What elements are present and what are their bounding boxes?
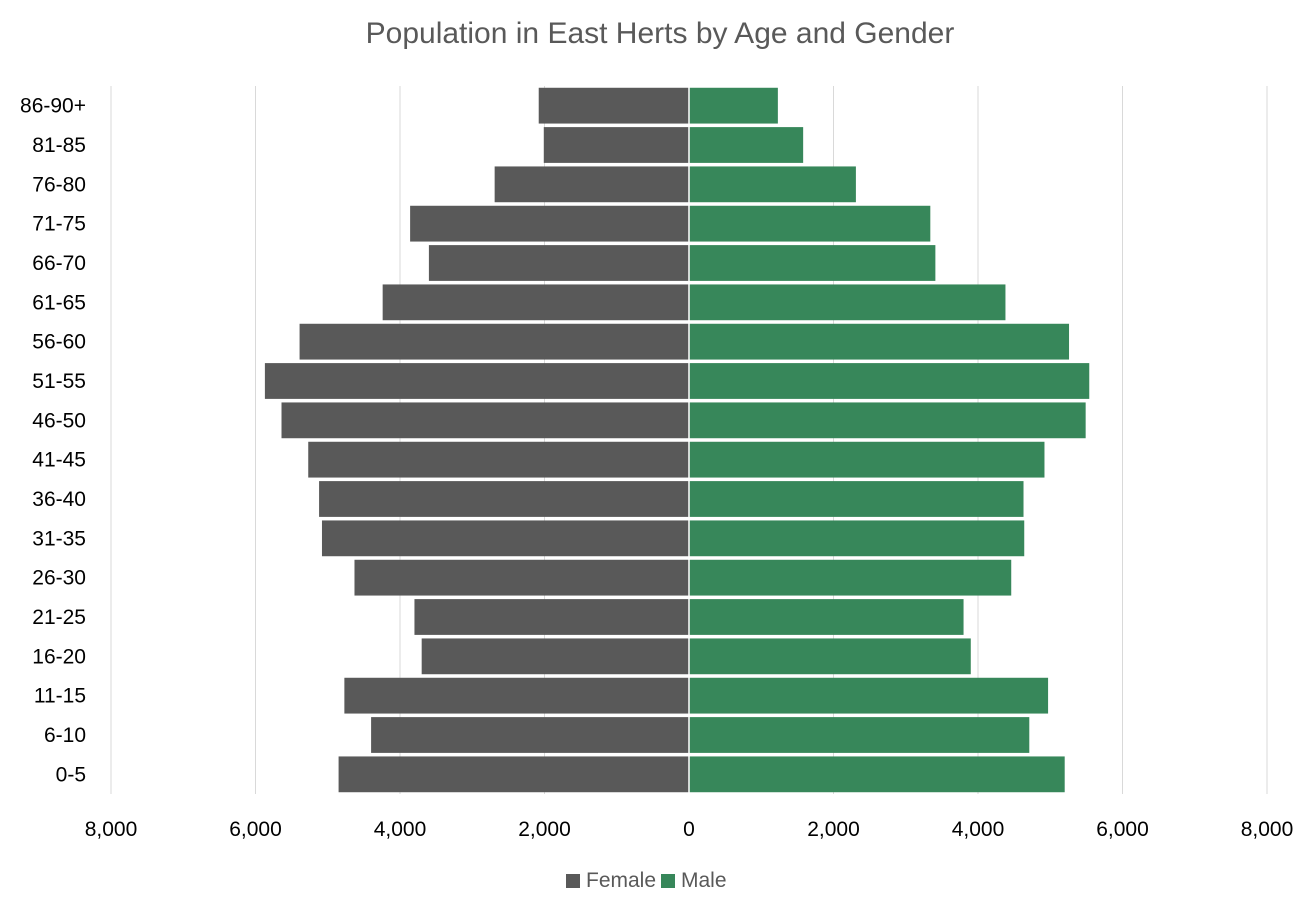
legend-label-female: Female [586,869,656,892]
bar-female [538,87,689,124]
bar-female [494,166,689,203]
bar-male [689,756,1065,793]
bar-female [382,284,689,321]
value-tick-label: 8,000 [85,818,138,841]
category-label: 31-35 [32,527,86,550]
bar-male [689,638,971,675]
category-label: 56-60 [32,331,86,354]
chart-title: Population in East Herts by Age and Gend… [366,17,955,50]
bar-female [414,599,689,635]
category-label: 86-90+ [20,95,86,118]
category-label: 21-25 [32,606,86,629]
category-label: 41-45 [32,449,86,472]
category-label: 66-70 [32,252,86,275]
value-tick-label: 0 [683,818,695,841]
bar-female [421,638,689,675]
category-label: 76-80 [32,173,86,196]
value-axis-labels: 8,000 6,000 4,000 2,000 0 2,000 4,000 6,000 8,00… [85,818,1294,841]
category-label: 46-50 [32,409,86,432]
category-label: 36-40 [32,488,86,511]
bar-female [281,402,689,439]
bar-male [689,323,1070,360]
legend: Female Male [566,869,727,892]
bar-female [428,245,689,281]
category-label: 16-20 [32,645,86,668]
bar-male [689,717,1030,753]
bar-male [689,559,1012,596]
bar-female [354,559,689,596]
category-label: 11-15 [34,685,86,708]
category-label: 26-30 [32,567,86,590]
bar-female [371,717,689,753]
bar-female [338,756,689,793]
value-tick-label: 6,000 [229,818,282,841]
bar-male [689,127,804,163]
value-tick-label: 2,000 [807,818,860,841]
category-label: 81-85 [32,134,86,157]
value-tick-label: 6,000 [1096,818,1149,841]
bar-male [689,402,1086,439]
bar-female [264,363,689,399]
legend-swatch-female [566,874,580,888]
value-tick-label: 2,000 [518,818,571,841]
bar-male [689,245,936,281]
bar-female [321,520,689,557]
bar-female [299,323,689,360]
bar-male [689,441,1045,478]
category-label: 61-65 [32,291,86,314]
bar-male [689,205,931,242]
legend-swatch-male [661,874,675,888]
bar-male [689,284,1006,321]
bar-female [543,127,689,163]
bar-female [344,677,689,714]
legend-label-male: Male [681,869,727,892]
bar-female [308,441,689,478]
bar-female [410,205,689,242]
value-tick-label: 4,000 [374,818,427,841]
bars [264,86,1090,794]
category-label: 0-5 [56,763,86,786]
category-label: 71-75 [32,213,86,236]
bar-male [689,520,1025,557]
bar-male [689,363,1090,399]
category-axis-labels: 0-5 6-10 11-15 16-20 21-25 26-30 31-35 36-40 41-… [20,95,86,787]
bar-male [689,166,856,203]
bar-female [319,481,689,517]
value-tick-label: 4,000 [952,818,1005,841]
bar-male [689,87,778,124]
category-label: 6-10 [44,724,86,747]
value-tick-label: 8,000 [1241,818,1294,841]
bar-male [689,677,1049,714]
category-label: 51-55 [32,370,86,393]
bar-male [689,599,964,635]
bar-male [689,481,1024,517]
